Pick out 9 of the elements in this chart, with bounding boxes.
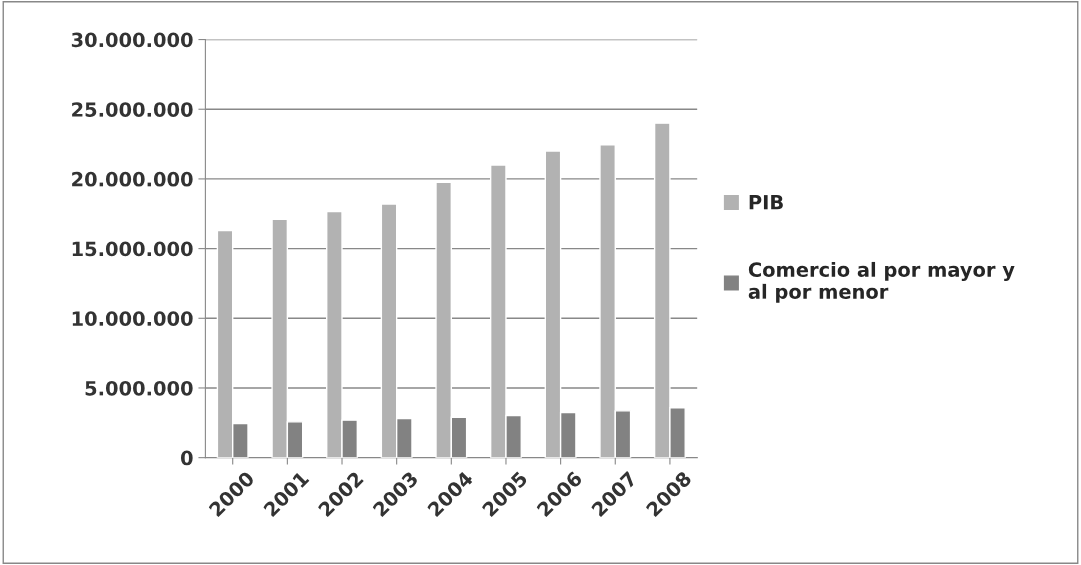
y-tick-label: 25.000.000: [72, 102, 193, 117]
y-tick-label: 10.000.000: [72, 311, 193, 326]
y-tick-label: 20.000.000: [72, 171, 193, 187]
y-tick-label: 15.000.000: [72, 241, 193, 257]
legend-label: Comercio al por mayor y al por menor: [748, 261, 1015, 303]
y-tick-label: 0: [180, 450, 193, 466]
y-tick-label: 30.000.000: [71, 32, 193, 48]
legend-label: PIB: [749, 195, 783, 210]
y-tick-label: 5.000.000: [85, 380, 193, 396]
